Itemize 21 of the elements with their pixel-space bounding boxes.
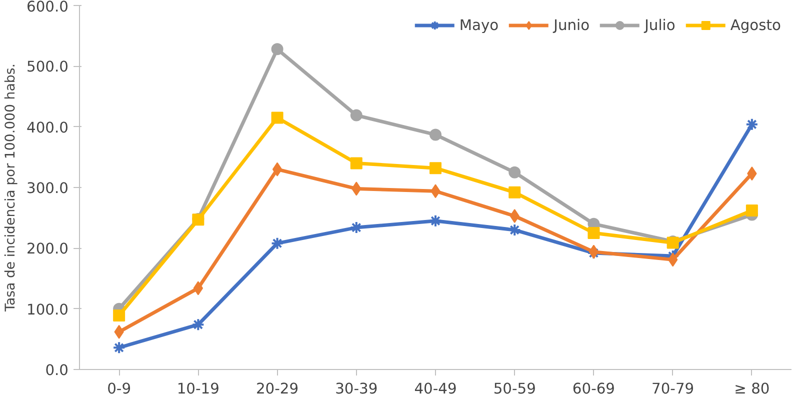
x-tick-label: ≥ 80	[734, 380, 770, 398]
y-tick-label: 400.0	[26, 119, 69, 136]
legend-label: Mayo	[459, 16, 499, 34]
x-tick-label: 70-79	[652, 380, 694, 398]
y-axis-title: Tasa de incidencia por 100.000 habs.	[4, 63, 19, 313]
y-tick-label: 600.0	[26, 0, 69, 16]
y-tick-label: 300.0	[26, 180, 69, 197]
x-tick-label: 0-9	[107, 380, 132, 398]
x-tick-label: 10-19	[176, 380, 220, 398]
x-tick-label: 20-29	[256, 380, 299, 398]
legend-label: Agosto	[730, 16, 781, 34]
x-tick-label: 40-49	[414, 380, 457, 398]
x-tick-label: 50-59	[493, 380, 536, 398]
legend-label: Julio	[644, 16, 676, 34]
y-tick-label: 0.0	[45, 362, 69, 379]
y-tick-label: 500.0	[26, 58, 69, 76]
y-tick-label: 200.0	[26, 240, 69, 258]
x-tick-label: 30-39	[335, 380, 378, 398]
legend-label: Junio	[554, 16, 590, 34]
y-tick-label: 100.0	[26, 301, 69, 318]
x-tick-label: 60-69	[572, 380, 616, 398]
